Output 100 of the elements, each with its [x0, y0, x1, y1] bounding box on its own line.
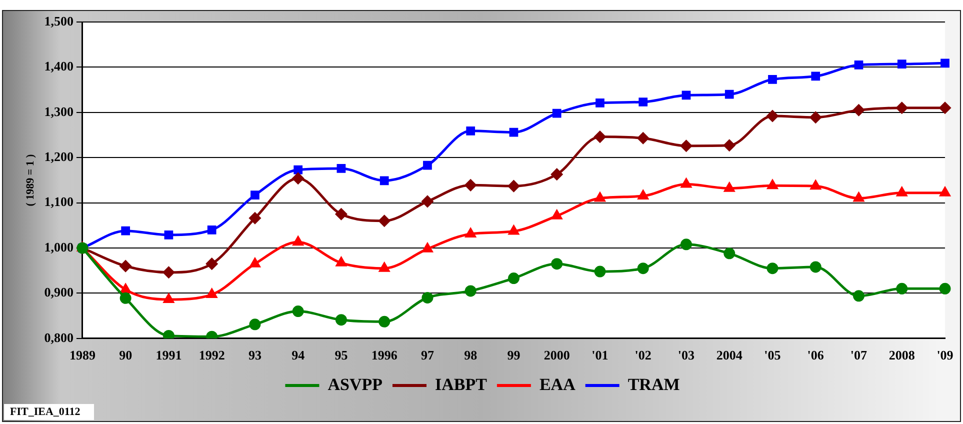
- point: [162, 330, 174, 338]
- point: [423, 160, 432, 170]
- point: [250, 258, 260, 268]
- x-tick-label: 2000: [544, 348, 570, 363]
- point: [594, 131, 606, 143]
- x-tick-label: '03: [678, 348, 696, 363]
- point: [336, 164, 346, 173]
- point: [378, 215, 390, 227]
- point: [336, 257, 346, 266]
- point: [335, 314, 347, 326]
- point: [724, 248, 736, 260]
- point: [335, 208, 347, 220]
- point: [508, 272, 520, 284]
- x-tick-label: '05: [764, 348, 782, 363]
- point: [292, 172, 304, 184]
- point: [292, 306, 304, 318]
- point: [811, 72, 820, 81]
- x-tick-label: 1996: [371, 348, 398, 363]
- point: [380, 176, 389, 186]
- point: [852, 290, 864, 302]
- point: [422, 292, 434, 304]
- x-tick-label: '07: [850, 348, 868, 363]
- point: [164, 294, 174, 304]
- text: FIT_IEA_0112: [4, 404, 94, 420]
- y-axis-title: ( 1989 = 1 ): [24, 154, 36, 206]
- point: [682, 90, 691, 100]
- legend-label: IABPT: [434, 374, 488, 394]
- point: [724, 140, 736, 152]
- point: [852, 104, 864, 116]
- point: [379, 262, 390, 272]
- point: [206, 258, 218, 270]
- y-tick-label: 1,200: [44, 148, 74, 164]
- y-tick-label: 1,300: [44, 104, 74, 119]
- legend-label: ASVPP: [328, 374, 382, 394]
- point: [250, 190, 260, 200]
- point: [162, 266, 174, 278]
- point: [509, 128, 518, 137]
- point: [940, 58, 950, 68]
- x-tick-label: 98: [464, 348, 478, 363]
- point: [207, 225, 216, 234]
- point: [854, 192, 864, 202]
- x-tick-label: 97: [420, 348, 434, 363]
- point: [120, 260, 132, 272]
- point: [552, 108, 562, 118]
- point: [465, 228, 476, 238]
- point: [897, 60, 906, 68]
- point: [637, 132, 649, 144]
- point: [940, 187, 950, 196]
- x-tick-label: 94: [292, 348, 306, 363]
- point: [422, 243, 433, 252]
- x-tick-label: 2004: [716, 348, 743, 363]
- point: [378, 316, 390, 328]
- point: [508, 180, 520, 192]
- point: [724, 90, 734, 99]
- x-tick-label: 99: [507, 348, 521, 363]
- point: [810, 180, 821, 190]
- x-tick-label: 90: [119, 348, 132, 363]
- point: [766, 262, 778, 274]
- point: [551, 168, 563, 180]
- x-tick-label: 2008: [888, 348, 916, 363]
- point: [680, 140, 692, 152]
- x-tick-label: 95: [334, 348, 348, 363]
- point: [121, 226, 130, 236]
- y-tick-label: 1,500: [44, 13, 74, 28]
- y-tick-label: 1,100: [44, 194, 74, 210]
- point: [464, 179, 476, 191]
- point: [767, 180, 778, 190]
- x-tick-label: '01: [592, 348, 608, 363]
- point: [766, 110, 778, 122]
- point: [294, 165, 303, 174]
- point: [810, 112, 822, 124]
- point: [508, 226, 519, 235]
- x-tick-label: '06: [807, 348, 824, 363]
- y-tick-label: 0,900: [44, 284, 74, 300]
- point: [681, 178, 692, 188]
- point: [638, 98, 648, 106]
- point: [896, 187, 908, 196]
- x-tick-label: 1989: [69, 348, 96, 363]
- point: [594, 266, 606, 278]
- x-tick-label: 1991: [156, 348, 182, 363]
- y-tick-label: 0,800: [44, 330, 74, 345]
- point: [551, 258, 563, 270]
- point: [249, 212, 261, 224]
- point: [120, 292, 132, 304]
- point: [594, 192, 606, 202]
- point: [638, 190, 648, 200]
- point: [939, 102, 951, 114]
- point: [120, 284, 131, 294]
- x-tick-label: 1992: [198, 348, 225, 363]
- point: [854, 60, 864, 70]
- x-tick-label: 93: [248, 348, 262, 363]
- point: [768, 74, 777, 84]
- y-tick-label: 1,000: [44, 239, 74, 254]
- point: [206, 288, 217, 298]
- point: [810, 261, 822, 273]
- point: [292, 236, 304, 246]
- x-tick-label: '09: [936, 348, 954, 363]
- point: [552, 210, 562, 220]
- point: [680, 238, 692, 250]
- point: [466, 126, 476, 136]
